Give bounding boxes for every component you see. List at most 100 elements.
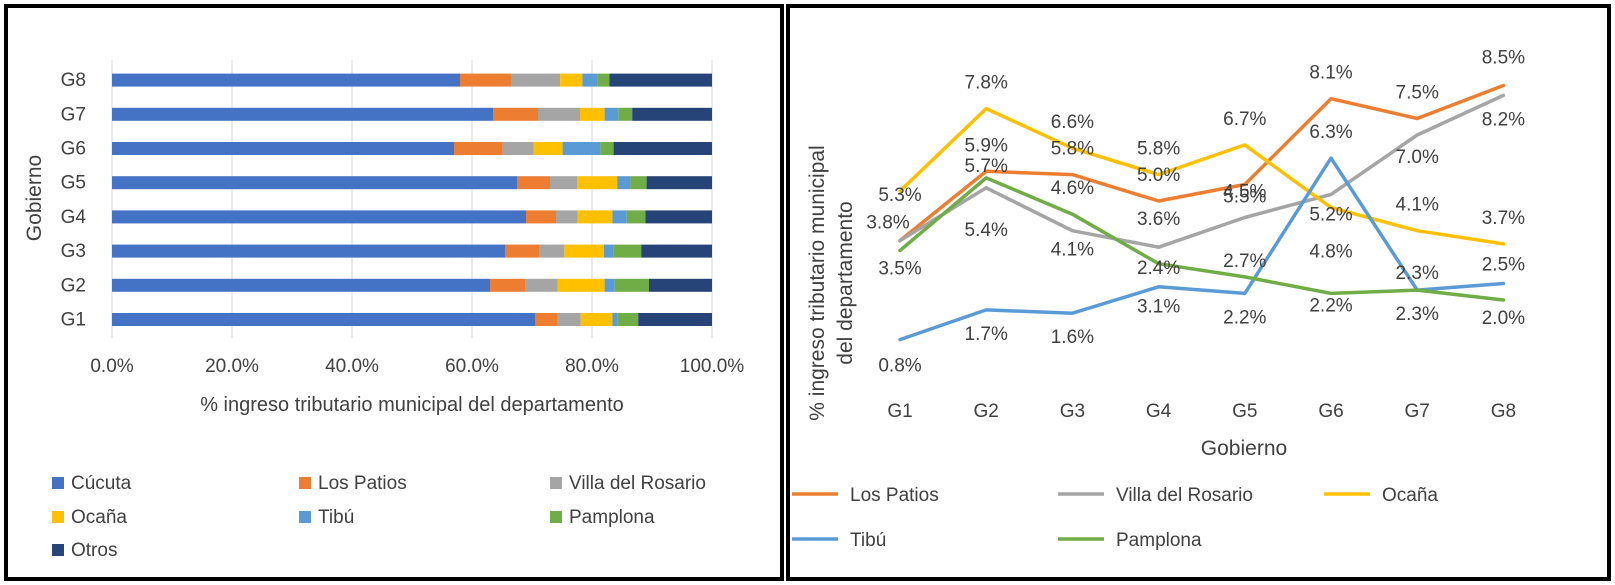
legend-label: Ocaña <box>1382 485 1438 506</box>
data-label: 5.4% <box>965 220 1008 241</box>
legend-label: Villa del Rosario <box>569 473 706 494</box>
legend-label: Tibú <box>318 507 354 528</box>
y-axis-title: % ingreso tributario municipal del depart… <box>806 145 857 420</box>
legend-swatch <box>550 477 562 489</box>
bar-segment <box>604 278 615 292</box>
y-tick-label: G4 <box>61 207 87 228</box>
legend-label: Tibú <box>850 530 886 551</box>
y-tick-label: G8 <box>61 70 86 91</box>
data-label: 4.8% <box>1309 242 1352 263</box>
x-tick-label: G4 <box>1146 401 1172 422</box>
data-label: 2.4% <box>1137 258 1180 279</box>
bar-segment <box>582 73 598 87</box>
bar-segment <box>609 73 712 87</box>
bar-segment <box>557 313 581 326</box>
data-label: 5.2% <box>1309 204 1352 225</box>
stacked-bar-chart: 0.0% 20.0% 40.0% 60.0% 80.0% 100.0% G1 G2 G3 G4 G5… <box>23 60 745 561</box>
bar-segment <box>560 73 583 87</box>
bar-segment <box>617 313 639 326</box>
data-label: 2.2% <box>1223 307 1266 328</box>
x-tick-label: 60.0% <box>445 356 499 377</box>
y-axis-title-line: del departamento <box>834 201 857 364</box>
data-label: 5.9% <box>965 135 1008 156</box>
y-tick-label: G7 <box>61 104 86 125</box>
legend-swatch <box>52 544 64 556</box>
bar-segment <box>604 107 619 121</box>
bar-segment <box>525 278 558 292</box>
legend-label: Otros <box>71 540 117 561</box>
bar-segment <box>112 107 493 121</box>
bar-segment <box>597 73 610 87</box>
line-chart-panel: 5.9% 5.8% 5.0% 5.5% 8.1% 7.5% 8.5% 3.8% 5.4% 4.1%… <box>786 4 1611 581</box>
bar-segment <box>112 313 535 326</box>
y-tick-label: G5 <box>61 173 86 194</box>
bar-segment <box>502 142 534 155</box>
legend-swatch <box>299 477 311 489</box>
bar-segment <box>533 142 563 155</box>
x-tick-label: 100.0% <box>680 356 745 377</box>
data-label: 2.3% <box>1396 263 1439 284</box>
series-line <box>898 83 1506 243</box>
bar-segment <box>600 142 614 155</box>
data-label: 6.3% <box>1309 122 1352 143</box>
data-label: 5.8% <box>1051 139 1094 160</box>
bar-segment <box>638 313 712 326</box>
legend-swatch <box>52 477 64 489</box>
data-label: 0.8% <box>878 356 921 377</box>
data-label: 3.1% <box>1137 297 1180 318</box>
legend-swatch <box>299 511 311 523</box>
bar-segment <box>112 244 505 258</box>
y-tick-label: G3 <box>61 241 86 262</box>
data-label: 3.6% <box>1137 209 1180 230</box>
bar-segment <box>460 73 511 87</box>
y-tick-label: G6 <box>61 139 86 160</box>
x-tick-label: 40.0% <box>325 356 379 377</box>
bar-segment <box>539 244 565 258</box>
data-label: 8.5% <box>1482 48 1525 69</box>
data-label: 8.1% <box>1309 63 1352 84</box>
bar-segment <box>557 278 605 292</box>
bar-segment <box>630 176 647 190</box>
legend-swatch <box>52 511 64 523</box>
data-label: 7.5% <box>1396 83 1439 104</box>
x-tick-label: G1 <box>887 401 912 422</box>
bar-segment <box>604 244 614 258</box>
data-label: 5.3% <box>878 185 921 206</box>
bar-segment <box>112 73 460 87</box>
data-label: 8.2% <box>1482 109 1525 130</box>
x-axis-title: Gobierno <box>1201 437 1287 460</box>
data-label: 3.7% <box>1482 208 1525 229</box>
series-line <box>898 106 1506 246</box>
data-label: 5.7% <box>965 156 1008 177</box>
legend-label: Ocaña <box>71 507 127 528</box>
data-label: 6.7% <box>1223 109 1266 130</box>
data-label: 6.6% <box>1051 112 1094 133</box>
bar-segment <box>511 73 561 87</box>
x-tick-label: G7 <box>1405 401 1430 422</box>
x-tick-label: 0.0% <box>90 356 133 377</box>
bar-segment <box>493 107 538 121</box>
bar-segment <box>454 142 503 155</box>
x-tick-label: 80.0% <box>565 356 619 377</box>
data-label: 4.6% <box>1051 178 1094 199</box>
x-tick-label: G5 <box>1232 401 1257 422</box>
bar-segment <box>517 176 550 190</box>
data-label: 1.7% <box>965 324 1008 345</box>
bar-segment <box>562 142 601 155</box>
bar-segment <box>612 313 618 326</box>
bar-segment <box>505 244 540 258</box>
bar-segment <box>577 210 613 224</box>
bar-segment <box>614 278 649 292</box>
bar-segment <box>538 107 580 121</box>
bar-segment <box>564 244 604 258</box>
legend-label: Pamplona <box>569 507 655 528</box>
data-label: 2.0% <box>1482 308 1525 329</box>
bar-segment <box>580 313 613 326</box>
legend-label: Los Patios <box>318 473 407 494</box>
bar-segment <box>112 210 526 224</box>
data-label: 1.6% <box>1051 327 1094 348</box>
x-tick-label: G6 <box>1318 401 1343 422</box>
line-chart: 5.9% 5.8% 5.0% 5.5% 8.1% 7.5% 8.5% 3.8% 5.4% 4.1%… <box>792 48 1525 551</box>
series-line <box>898 93 1506 249</box>
y-axis-title: Gobierno <box>23 155 46 241</box>
